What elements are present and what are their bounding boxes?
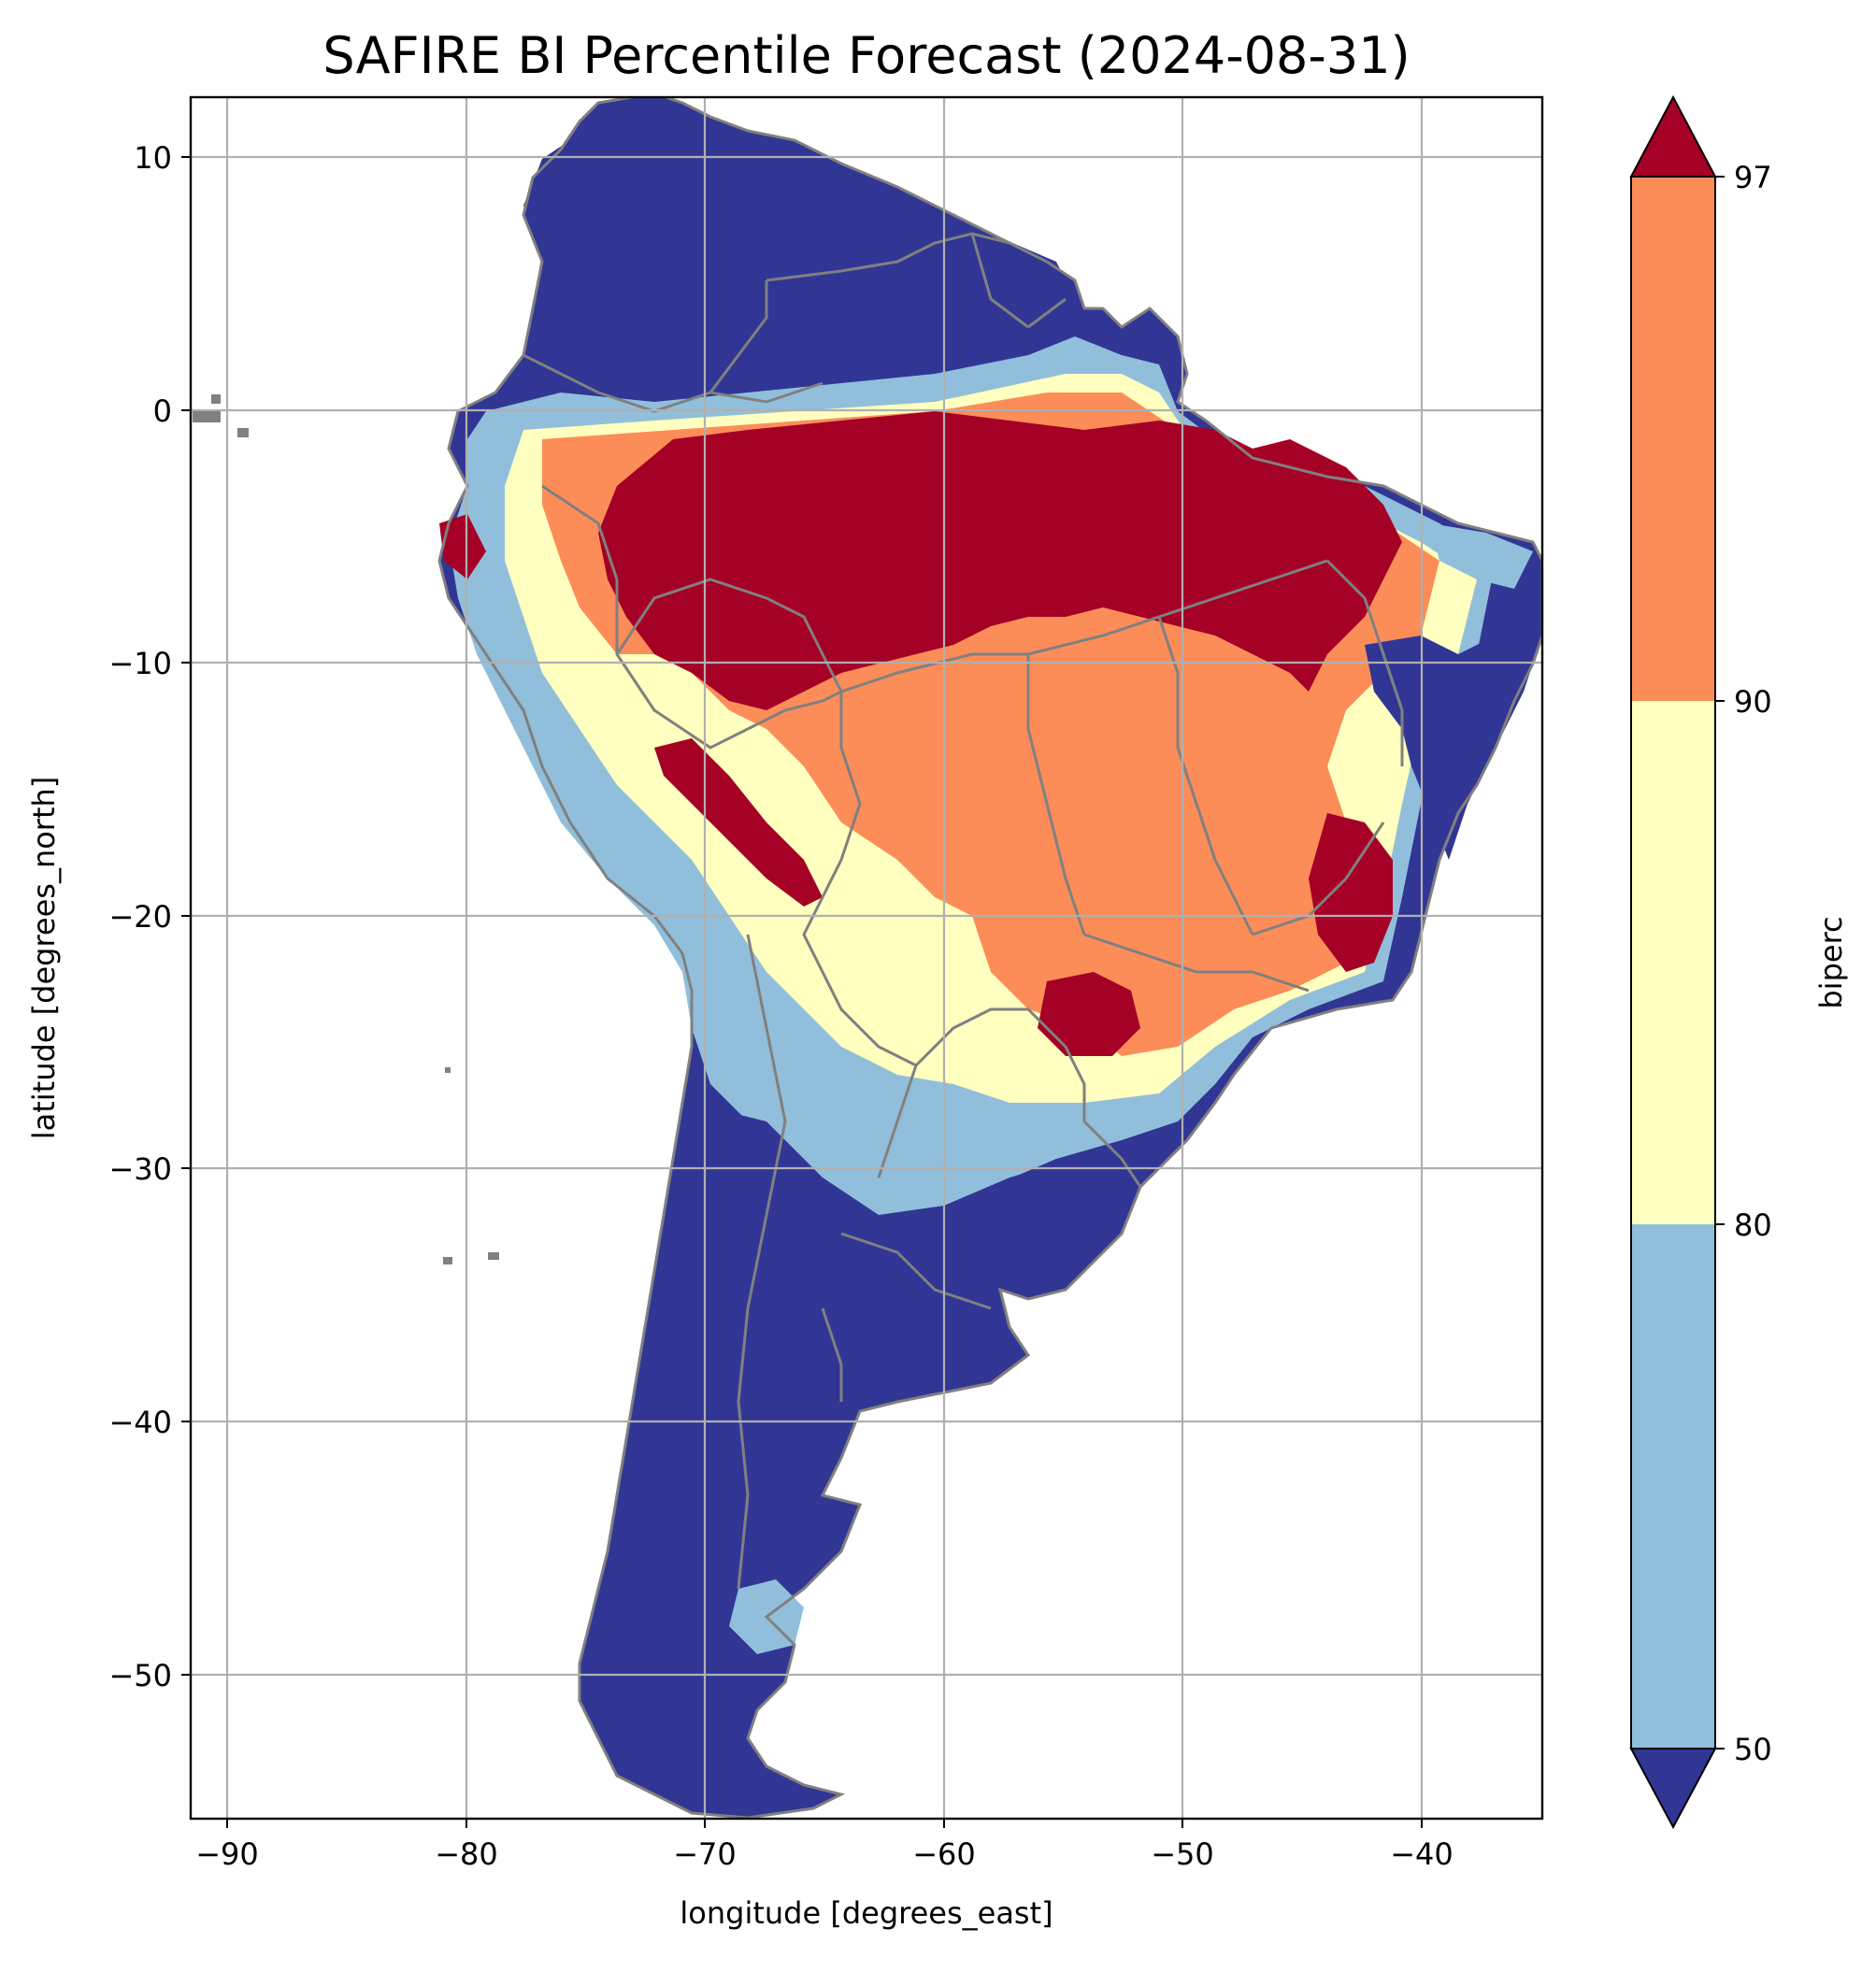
zone-over-97-bolivia <box>654 738 823 907</box>
colorbar-segment-90-97 <box>1631 177 1715 701</box>
colorbar-frame <box>1630 176 1716 1750</box>
colorbar: 97 90 80 50 biperc <box>1629 94 1849 1830</box>
zone-over-97-amazon <box>598 411 1402 710</box>
x-axis-label: longitude [degrees_east] <box>680 1895 1053 1931</box>
y-tick-label: −10 <box>108 646 172 681</box>
y-axis: 10 0 −10 −20 −30 −40 −50 latitude [degre… <box>26 140 191 1693</box>
colorbar-label: biperc <box>1813 916 1849 1008</box>
x-tick-label: −70 <box>673 1836 737 1872</box>
colorbar-under-arrow <box>1629 1748 1717 1830</box>
colorbar-segment-50-80 <box>1631 1224 1715 1749</box>
gridlines <box>191 97 1542 1819</box>
zone-under-50-south <box>580 1103 1215 1818</box>
y-tick-label: −40 <box>108 1405 172 1440</box>
colorbar-over-arrow <box>1629 94 1717 178</box>
y-tick-label: −20 <box>108 899 172 935</box>
x-tick-label: −50 <box>1151 1836 1214 1872</box>
colorbar-tick-label: 50 <box>1734 1732 1772 1767</box>
x-tick-label: −80 <box>435 1836 498 1872</box>
y-tick-label: 10 <box>134 140 172 176</box>
map-plot-area <box>191 97 1542 1819</box>
y-tick-label: 0 <box>153 393 172 429</box>
zone-over-97-southbrazil <box>1038 972 1140 1056</box>
zone-over-97-peru <box>439 514 486 579</box>
colorbar-tick-label: 90 <box>1734 684 1772 720</box>
country-borders <box>437 97 1542 1819</box>
colorbar-tick-label: 97 <box>1734 160 1772 195</box>
x-tick-label: −60 <box>912 1836 976 1872</box>
colorbar-tick-label: 80 <box>1734 1207 1772 1243</box>
y-tick-label: −50 <box>108 1658 172 1693</box>
islands <box>193 394 499 1264</box>
x-tick-label: −90 <box>195 1836 259 1872</box>
map-title: SAFIRE BI Percentile Forecast (2024-08-3… <box>322 26 1410 85</box>
zone-over-97-eastbrazil <box>1309 813 1393 972</box>
x-axis: −90 −80 −70 −60 −50 −40 longitude [degre… <box>195 1819 1454 1931</box>
y-axis-label: latitude [degrees_north] <box>26 777 62 1140</box>
x-tick-label: −40 <box>1390 1836 1454 1872</box>
plot-frame <box>189 95 1544 1821</box>
colorbar-segment-80-90 <box>1631 701 1715 1224</box>
zone-under-50-north <box>523 103 1075 393</box>
zone-50-80-ne-coast <box>1430 523 1533 589</box>
y-tick-label: −30 <box>108 1151 172 1187</box>
